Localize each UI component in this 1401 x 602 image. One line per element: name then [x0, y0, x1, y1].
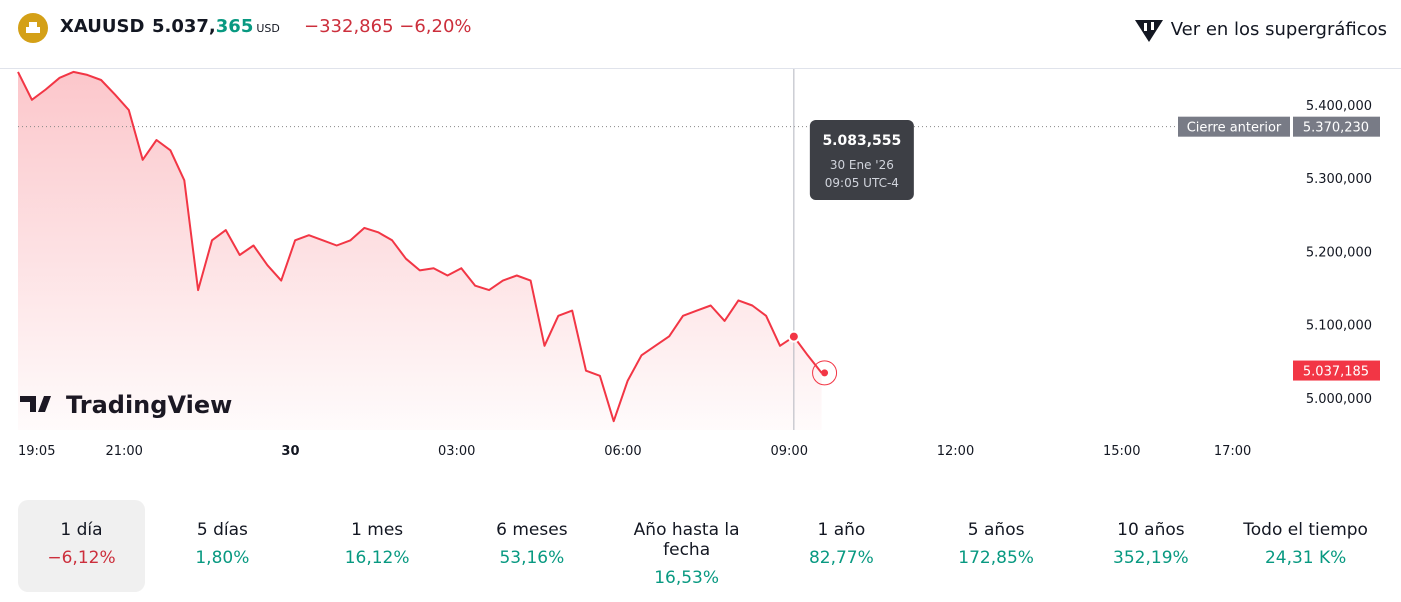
- period-change: 82,77%: [808, 548, 874, 568]
- period-change: 172,85%: [958, 548, 1034, 568]
- period-label: Año hasta la fecha: [633, 520, 740, 560]
- x-tick-label: 30: [281, 444, 299, 459]
- period-button[interactable]: Todo el tiempo 24,31 K%: [1228, 500, 1383, 592]
- x-tick-label: 15:00: [1103, 444, 1140, 459]
- period-label: 5 años: [967, 520, 1025, 540]
- chart: 5.000,000 5.100,000 5.200,000 5.300,000 5.40…: [17, 69, 1380, 459]
- x-tick-label: 17:00: [1214, 444, 1251, 459]
- period-button[interactable]: 5 días 1,80%: [145, 500, 300, 592]
- reference-name: Cierre anterior: [1187, 121, 1282, 136]
- last-point-ring: [812, 360, 838, 386]
- tooltip-time: 09:05 UTC-4: [825, 176, 899, 190]
- change: −332,865 −6,20%: [304, 16, 472, 37]
- x-tick-label: 21:00: [105, 444, 142, 459]
- y-tick-label: 5.100,000: [1306, 319, 1372, 334]
- reference-name-box: [1178, 116, 1290, 137]
- area-fill: [18, 71, 822, 431]
- x-tick-label: 03:00: [438, 444, 475, 459]
- period-change: 16,12%: [344, 548, 410, 568]
- period-label: 1 mes: [351, 520, 404, 540]
- change-abs: −332,865: [304, 16, 394, 37]
- period-bar: 1 día −6,12% 5 días 1,80% 1 mes 16,12% 6 meses…: [18, 500, 1383, 592]
- reference-value: 5.370,230: [1303, 121, 1369, 136]
- period-label: 1 año: [817, 520, 866, 540]
- y-tick-label: 5.300,000: [1306, 172, 1372, 187]
- divider: [0, 68, 1401, 69]
- period-change: 1,80%: [195, 548, 250, 568]
- period-button[interactable]: 6 meses 53,16%: [455, 500, 610, 592]
- x-tick-label: 19:05: [18, 444, 55, 459]
- period-label: 1 día: [60, 520, 103, 540]
- y-tick-label: 5.400,000: [1306, 99, 1372, 114]
- period-label: 10 años: [1117, 520, 1185, 540]
- supercharts-link[interactable]: Ver en los supergráficos: [1133, 16, 1387, 44]
- reference-value-box: [1293, 116, 1380, 137]
- tooltip-box: [809, 120, 914, 200]
- y-tick-label: 5.000,000: [1306, 392, 1372, 407]
- x-tick-label: 12:00: [937, 444, 974, 459]
- x-tick-label: 09:00: [771, 444, 808, 459]
- link-icon: [1134, 20, 1163, 42]
- period-change: 352,19%: [1113, 548, 1189, 568]
- link-text: Ver en los supergráficos: [1170, 19, 1387, 40]
- header: XAUUSD 5.037,365 USD −332,865 −6,20% Ver …: [0, 0, 1401, 60]
- change-pct: −6,20%: [399, 16, 472, 37]
- symbol: XAUUSD: [60, 16, 145, 37]
- currency: USD: [256, 22, 280, 35]
- period-change: 53,16%: [499, 548, 565, 568]
- period-button[interactable]: Año hasta la fecha 16,53%: [609, 500, 764, 592]
- period-button[interactable]: 10 años 352,19%: [1074, 500, 1229, 592]
- period-change: −6,12%: [47, 548, 116, 568]
- logo: [18, 13, 48, 43]
- price-main: 5.037,: [152, 16, 216, 37]
- last-value-label: 5.037,185: [1303, 365, 1369, 380]
- period-button[interactable]: 5 años 172,85%: [919, 500, 1074, 592]
- period-label: 5 días: [196, 520, 248, 540]
- price-line: [17, 70, 823, 423]
- last-value-box: [1293, 360, 1380, 381]
- tooltip-value: 5.083,555: [822, 133, 901, 149]
- period-button[interactable]: 1 año 82,77%: [764, 500, 919, 592]
- period-change: 16,53%: [654, 568, 720, 588]
- x-tick-label: 06:00: [604, 444, 641, 459]
- period-button[interactable]: 1 día −6,12%: [18, 500, 145, 592]
- last-point: [821, 369, 829, 377]
- price: 5.037,365 USD: [152, 16, 280, 37]
- period-change: 24,31 K%: [1264, 548, 1347, 568]
- period-label: Todo el tiempo: [1243, 520, 1368, 540]
- price-decimals: 365: [215, 16, 254, 37]
- y-tick-label: 5.200,000: [1306, 245, 1372, 260]
- tooltip-date: 30 Ene '26: [830, 158, 894, 172]
- hover-point: [787, 330, 800, 343]
- period-button[interactable]: 1 mes 16,12%: [300, 500, 455, 592]
- period-label: 6 meses: [496, 520, 568, 540]
